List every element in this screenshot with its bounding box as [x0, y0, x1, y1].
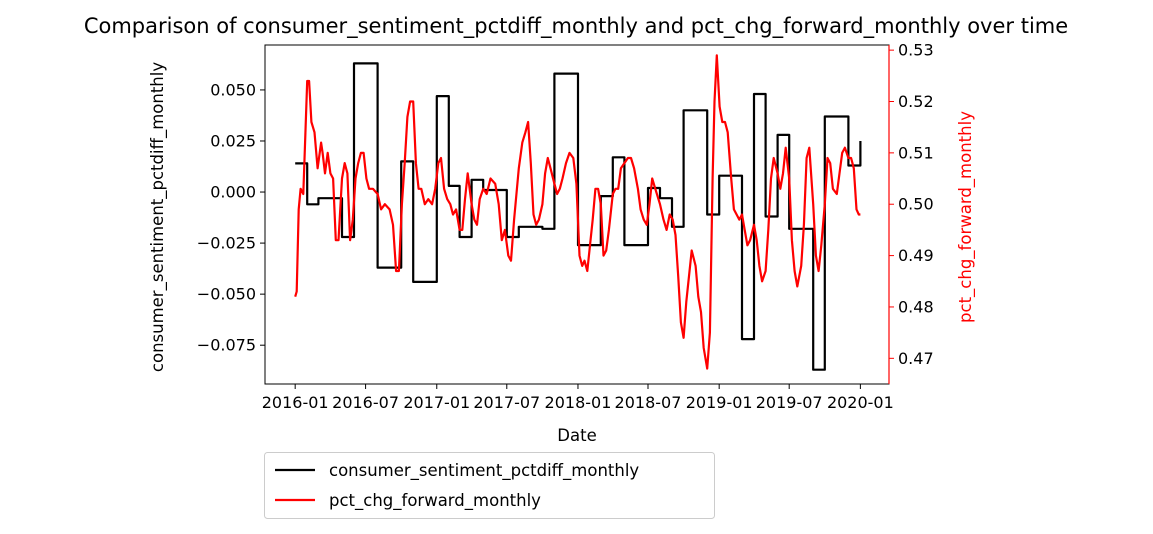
y-left-tick-label: 0.025: [210, 131, 256, 150]
y-right-tick-label: 0.50: [898, 195, 934, 214]
legend-box: [264, 452, 715, 519]
legend-label-series2: pct_chg_forward_monthly: [329, 491, 541, 511]
x-axis: 2016-01 2016-07 2017-01 2017-07 2018-01 2018-…: [262, 384, 894, 412]
x-tick-label: 2019-07: [756, 393, 823, 412]
series-line-2: [294, 54, 861, 370]
x-axis-label: Date: [557, 426, 596, 445]
x-tick-label: 2018-07: [615, 393, 682, 412]
y-left-tick-label: −0.050: [197, 285, 256, 304]
plot-lines: [294, 54, 862, 371]
y-right-tick-label: 0.52: [898, 92, 934, 111]
y-right-tick-label: 0.48: [898, 297, 934, 316]
y-right-tick-label: 0.49: [898, 246, 934, 265]
y-left-tick-label: 0.050: [210, 80, 256, 99]
x-tick-label: 2017-07: [473, 393, 540, 412]
x-tick-label: 2020-01: [827, 393, 894, 412]
y-axis-left: −0.075 −0.050 −0.025 0.000 0.025 0.050: [197, 80, 265, 355]
y-left-tick-label: −0.075: [197, 336, 256, 355]
x-tick-label: 2016-01: [262, 393, 329, 412]
y-right-tick-label: 0.47: [898, 349, 934, 368]
x-tick-label: 2016-07: [332, 393, 399, 412]
y-axis-left-label: consumer_sentiment_pctdiff_monthly: [148, 62, 168, 372]
x-tick-label: 2018-01: [545, 393, 612, 412]
y-axis-right: 0.47 0.48 0.49 0.50 0.51 0.52 0.53: [888, 41, 934, 384]
legend-label-series1: consumer_sentiment_pctdiff_monthly: [329, 461, 639, 481]
x-tick-label: 2019-01: [686, 393, 753, 412]
x-tick-label: 2017-01: [403, 393, 470, 412]
legend: consumer_sentiment_pctdiff_monthly pct_c…: [264, 452, 715, 519]
y-axis-right-label: pct_chg_forward_monthly: [956, 111, 976, 323]
chart-title: Comparison of consumer_sentiment_pctdiff…: [84, 14, 1068, 39]
y-left-tick-label: −0.025: [197, 234, 256, 253]
y-right-tick-label: 0.51: [898, 143, 934, 162]
y-left-tick-label: 0.000: [210, 183, 256, 202]
y-right-tick-label: 0.53: [898, 41, 934, 60]
